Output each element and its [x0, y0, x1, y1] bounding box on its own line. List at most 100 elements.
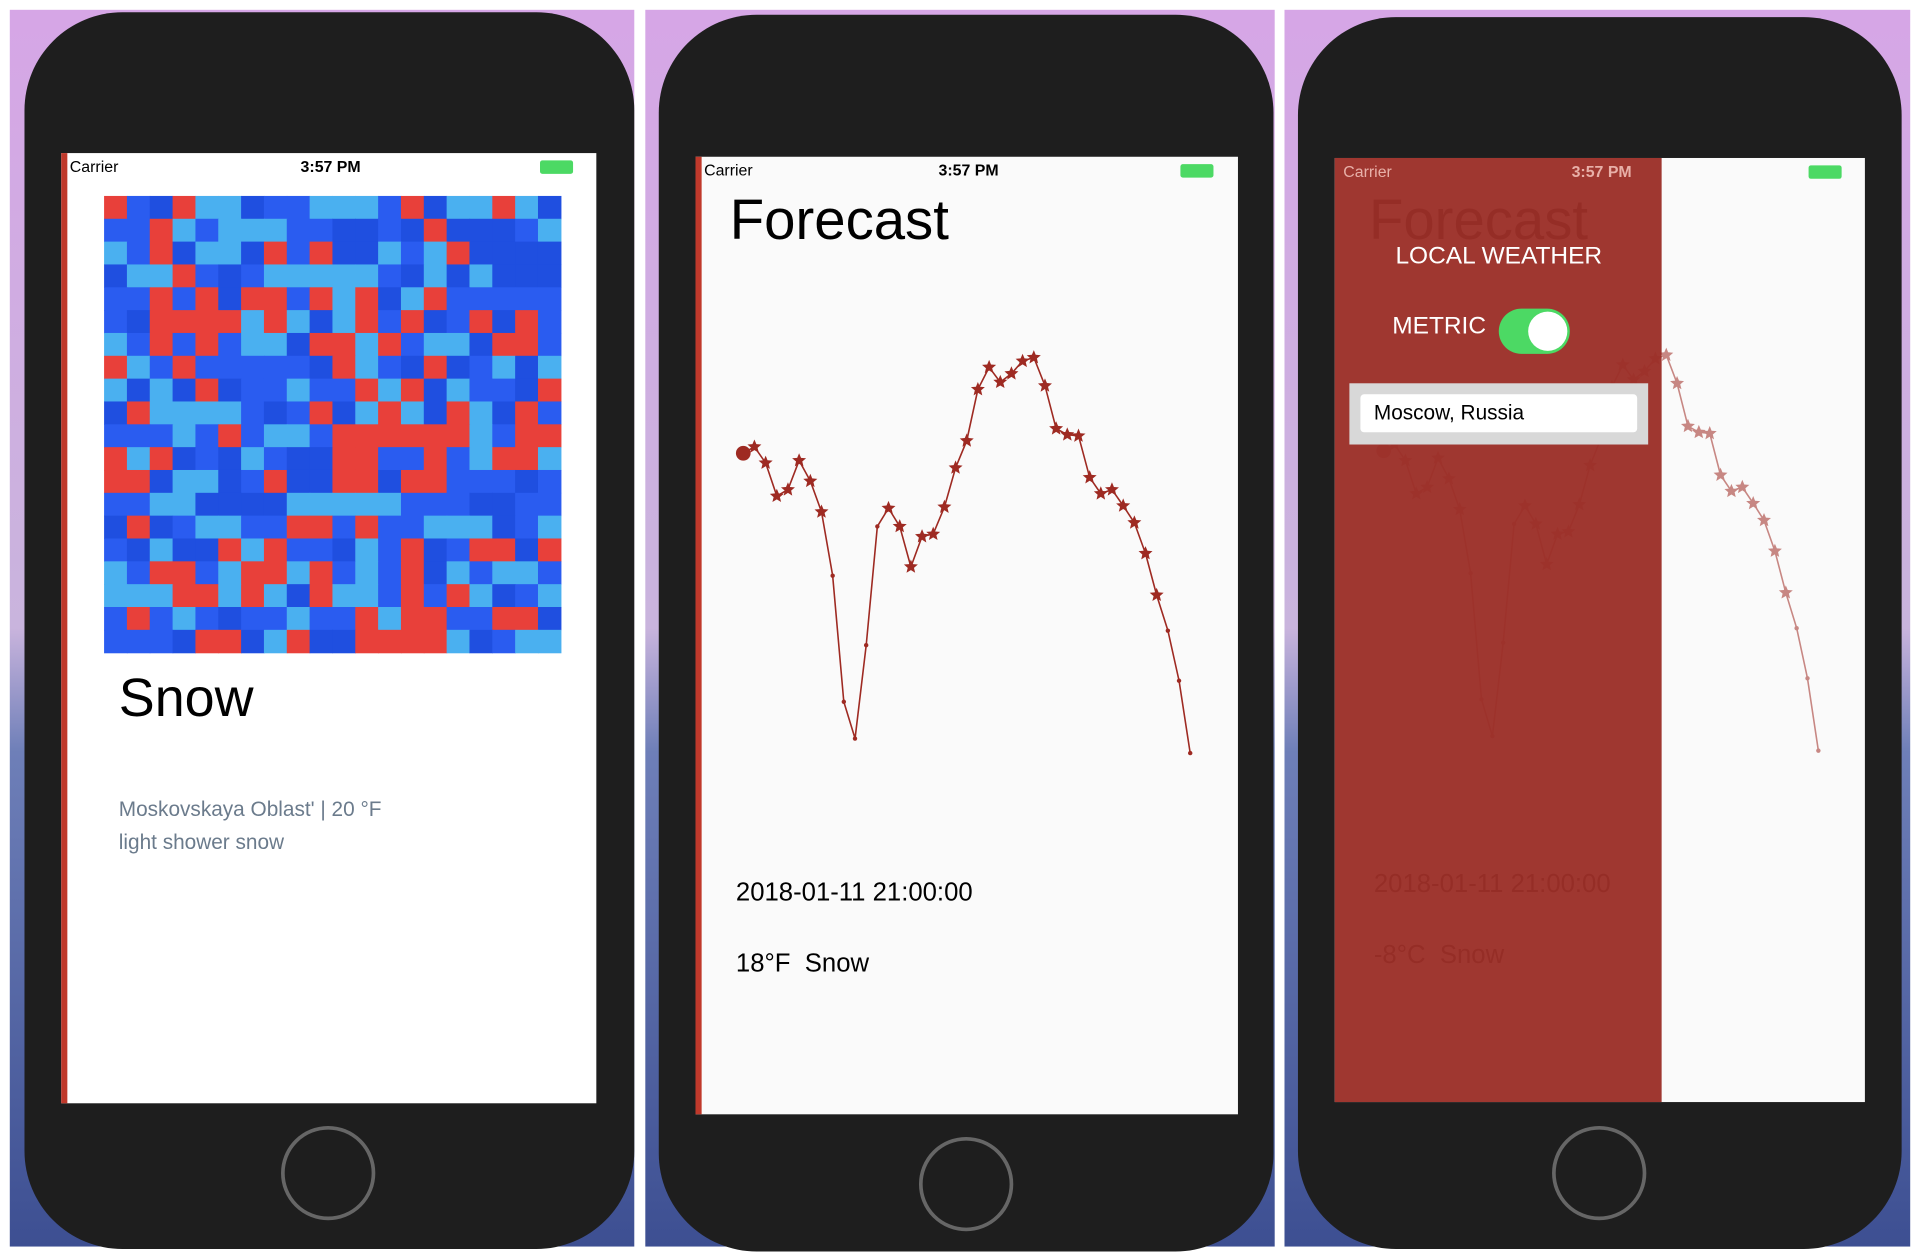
mosaic-tile	[241, 424, 265, 448]
mosaic-tile	[492, 332, 516, 357]
mosaic-tile	[537, 264, 562, 288]
mosaic-tile	[218, 355, 242, 380]
mosaic-tile	[241, 310, 265, 334]
mosaic-tile	[537, 355, 562, 380]
point	[1805, 676, 1810, 681]
mosaic-tile	[332, 424, 356, 448]
home-button[interactable]	[1552, 1125, 1647, 1221]
mosaic-tile	[378, 584, 402, 608]
point	[1165, 628, 1171, 633]
mosaic-tile	[195, 492, 219, 517]
mosaic-tile	[355, 584, 379, 608]
mosaic-tile	[218, 378, 242, 403]
mosaic-tile	[172, 287, 197, 311]
point	[1116, 498, 1131, 512]
mosaic-tile	[126, 287, 151, 311]
mosaic-tile	[263, 378, 288, 403]
mosaic-tile	[446, 492, 471, 517]
mosaic-tile	[423, 629, 448, 654]
mosaic-tile	[286, 447, 311, 471]
mosaic-tile	[172, 355, 197, 380]
point	[959, 433, 974, 447]
mosaic-tile	[515, 584, 539, 608]
mosaic-tile	[492, 607, 516, 631]
mosaic-tile	[195, 355, 219, 380]
mosaic-tile	[195, 584, 219, 608]
point	[747, 439, 762, 453]
mosaic-tile	[400, 584, 425, 608]
mosaic-tile	[286, 538, 311, 562]
mosaic-tile	[195, 469, 219, 494]
mosaic-tile	[126, 218, 151, 243]
point	[863, 642, 869, 648]
mosaic-tile	[332, 332, 356, 357]
mosaic-tile	[172, 492, 197, 517]
mosaic-tile	[172, 218, 197, 243]
mosaic-tile	[378, 492, 402, 517]
mosaic-tile	[355, 607, 379, 631]
mosaic-tile	[195, 629, 219, 654]
mosaic-tile	[332, 492, 356, 517]
mosaic-tile	[104, 378, 128, 403]
mosaic-tile	[149, 469, 174, 494]
point	[841, 699, 847, 704]
mosaic-tile	[126, 447, 151, 471]
point	[1778, 585, 1793, 599]
mosaic-tile	[309, 355, 334, 380]
mosaic-tile	[469, 287, 493, 311]
location: Moskovskaya Oblast' | 20 °F	[119, 798, 382, 821]
forecast-chart	[735, 350, 1193, 756]
point	[1060, 427, 1075, 441]
mosaic-tile	[400, 241, 425, 266]
mosaic-tile	[355, 629, 379, 654]
mosaic-tile	[469, 607, 493, 631]
mosaic-tile	[241, 401, 265, 425]
point	[1138, 546, 1153, 560]
mosaic-tile	[104, 287, 128, 311]
point	[1071, 428, 1086, 442]
mosaic-tile	[378, 538, 402, 562]
metric-toggle[interactable]	[1498, 308, 1570, 354]
home-button[interactable]	[281, 1125, 376, 1221]
mosaic-tile	[492, 287, 516, 311]
mosaic-tile	[263, 561, 288, 585]
point	[892, 519, 907, 533]
mosaic-tile	[218, 401, 242, 425]
mosaic-tile	[126, 241, 151, 266]
mosaic-tile	[309, 401, 334, 425]
mosaic-tile	[286, 607, 311, 631]
mosaic-tile	[400, 424, 425, 448]
mosaic-tile	[537, 195, 562, 220]
city-input[interactable]	[1360, 394, 1638, 433]
mosaic-tile	[104, 401, 128, 425]
screen	[695, 156, 1238, 1115]
mosaic-tile	[286, 264, 311, 288]
mosaic-tile	[149, 401, 174, 425]
mosaic-tile	[469, 469, 493, 494]
mosaic-tile	[355, 264, 379, 288]
mosaic-tile	[446, 378, 471, 403]
city-input-text[interactable]: Moscow, Russia	[1374, 401, 1525, 424]
mosaic-tile	[400, 378, 425, 403]
mosaic-tile	[104, 264, 128, 288]
mosaic-tile	[446, 218, 471, 243]
point	[814, 504, 829, 518]
mosaic-tile	[378, 241, 402, 266]
mosaic-tile	[286, 584, 311, 608]
mosaic-tile	[492, 355, 516, 380]
mosaic-tile	[309, 332, 334, 357]
home-button[interactable]	[918, 1136, 1014, 1232]
point	[758, 455, 773, 469]
mosaic-tile	[218, 218, 242, 243]
mosaic-tile	[241, 492, 265, 517]
mosaic-tile	[492, 218, 516, 243]
toggle-knob[interactable]	[1528, 311, 1568, 351]
mosaic-tile	[104, 241, 128, 266]
mosaic-tile	[218, 424, 242, 448]
mosaic-tile	[263, 332, 288, 357]
mosaic-tile	[378, 447, 402, 471]
mosaic-tile	[218, 241, 242, 266]
mosaic-tile	[423, 607, 448, 631]
mosaic-tile	[332, 401, 356, 425]
mosaic-tile	[241, 218, 265, 243]
